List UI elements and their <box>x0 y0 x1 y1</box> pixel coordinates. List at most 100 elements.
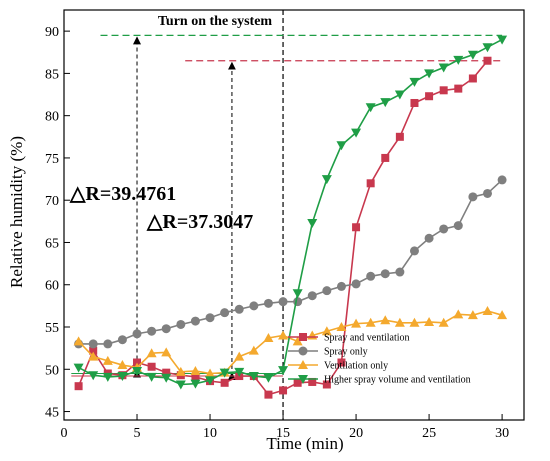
data-point <box>394 317 405 327</box>
data-point <box>395 132 404 141</box>
data-point <box>146 372 157 382</box>
axes: 0 5 10 15 20 25 30 45 50 55 60 65 70 75 80 85 90 <box>45 9 525 441</box>
data-point <box>88 339 98 349</box>
data-point <box>133 358 142 367</box>
legend-label: Spray and ventilation <box>324 333 410 344</box>
data-point <box>454 84 463 93</box>
data-point <box>395 267 405 277</box>
data-point <box>352 223 361 232</box>
data-point <box>366 179 375 188</box>
data-point <box>337 358 346 367</box>
data-point <box>190 316 200 326</box>
delta-r2-label: △R=37.3047 <box>146 211 253 233</box>
data-point <box>234 367 245 377</box>
data-point <box>175 380 186 390</box>
data-point <box>88 371 99 381</box>
data-point <box>73 336 84 346</box>
data-point <box>468 192 478 202</box>
y-tick-label: 75 <box>45 152 59 167</box>
data-point <box>497 175 507 185</box>
data-point <box>147 362 156 371</box>
series-1 <box>74 175 507 349</box>
data-point <box>263 373 274 383</box>
y-tick-label: 55 <box>45 321 59 336</box>
data-point <box>175 366 186 376</box>
data-point <box>380 315 391 325</box>
y-tick-label: 50 <box>45 363 59 378</box>
y-axis-title: Relative humidity (%) <box>7 136 26 288</box>
data-point <box>263 298 273 308</box>
data-point <box>278 330 289 340</box>
data-point <box>409 246 419 256</box>
data-point <box>351 318 362 328</box>
data-point <box>424 233 434 243</box>
data-point <box>322 380 331 389</box>
data-point <box>102 355 113 365</box>
data-point <box>453 221 463 231</box>
legend-entry-3: Higher spray volume and ventilation <box>288 375 471 386</box>
x-tick-label: 30 <box>495 426 509 441</box>
data-point <box>161 373 172 383</box>
y-tick-label: 85 <box>45 67 59 82</box>
data-point <box>307 291 317 301</box>
data-point <box>425 92 434 101</box>
legend-label: Ventilation only <box>324 361 388 372</box>
data-point <box>73 363 84 373</box>
data-point <box>132 366 143 376</box>
data-point <box>264 390 273 399</box>
x-tick-label: 10 <box>203 426 217 441</box>
data-point <box>205 368 216 378</box>
data-point <box>467 310 478 320</box>
data-point <box>307 219 318 229</box>
data-point <box>453 309 464 319</box>
y-tick-label: 45 <box>45 406 59 421</box>
data-point <box>365 103 376 113</box>
data-point <box>191 372 200 381</box>
x-tick-label: 5 <box>134 426 141 441</box>
data-point <box>467 50 478 60</box>
data-point <box>482 188 492 198</box>
data-point <box>483 56 492 65</box>
x-axis-title: Time (min) <box>266 434 343 453</box>
data-point <box>248 372 259 382</box>
data-point <box>103 339 113 349</box>
data-point <box>161 324 171 334</box>
data-point <box>497 310 508 320</box>
data-point <box>409 77 420 87</box>
series-2 <box>73 305 508 378</box>
data-point <box>380 98 391 108</box>
data-point <box>308 377 317 386</box>
y-tick-label: 90 <box>45 25 59 40</box>
legend-label: Spray only <box>324 347 368 358</box>
data-point <box>351 279 361 289</box>
y-tick-label: 80 <box>45 110 59 125</box>
data-point <box>321 326 332 336</box>
data-point <box>219 368 230 378</box>
legend-marker <box>298 360 308 369</box>
data-point <box>292 336 303 346</box>
data-point <box>220 378 229 387</box>
data-point <box>366 271 376 281</box>
data-point <box>74 382 83 391</box>
data-point <box>88 351 99 361</box>
data-point <box>381 153 390 162</box>
data-point <box>293 378 302 387</box>
data-point <box>89 346 98 355</box>
data-point <box>292 289 303 299</box>
legend-marker <box>298 346 308 356</box>
data-point <box>162 368 171 377</box>
data-point <box>321 175 332 185</box>
x-tick-label: 15 <box>276 426 290 441</box>
data-point <box>146 348 157 358</box>
data-point <box>438 317 449 327</box>
data-point <box>117 335 127 345</box>
data-point <box>205 313 215 323</box>
legend-marker <box>298 375 308 384</box>
data-point <box>176 319 186 329</box>
data-point <box>439 224 449 234</box>
data-point <box>147 326 157 336</box>
legend: Spray and ventilation Spray only Ventilati… <box>288 333 471 386</box>
data-point <box>249 301 259 311</box>
legend-label: Higher spray volume and ventilation <box>324 375 471 386</box>
